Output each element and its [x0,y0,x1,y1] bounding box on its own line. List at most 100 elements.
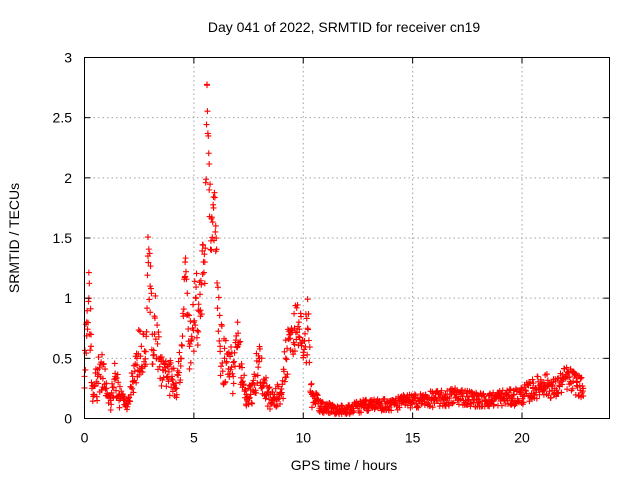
data-point-31 [95,380,102,387]
data-point-376 [246,395,252,402]
data-point-299 [212,228,219,235]
data-point-985 [512,400,519,407]
data-point-342 [231,358,238,365]
data-point-anchor-21 [155,355,162,362]
data-point-anchor-60 [304,325,311,332]
data-point-353 [235,339,242,346]
data-point-anchor-18 [147,283,154,290]
data-point-311 [217,372,224,379]
data-point-223 [179,342,186,349]
data-point-6 [84,307,91,314]
data-point-239 [186,312,193,319]
data-point-anchor-6 [99,361,105,368]
data-point-anchor-64 [322,403,329,410]
data-point-428 [268,401,275,408]
data-point-1122 [572,371,579,378]
data-point-480 [291,341,298,348]
data-point-686 [381,395,388,402]
data-point-anchor-29 [190,319,197,326]
data-point-238 [185,338,192,345]
data-point-492 [296,334,303,341]
data-point-1090 [558,389,565,396]
data-point-305 [214,284,221,291]
data-point-463 [284,345,291,352]
data-point-292 [209,234,216,241]
data-point-anchor-79 [486,396,493,403]
data-point-279 [203,121,210,128]
data-point-366 [241,388,248,395]
data-point-107 [128,384,135,391]
data-point-485 [293,304,300,311]
data-point-278 [203,176,210,183]
data-point-520 [309,404,315,411]
data-point-anchor-42 [225,349,232,356]
data-point-7 [84,326,91,333]
data-point-816 [438,387,445,394]
data-point-447 [277,400,284,407]
data-point-281 [204,108,211,115]
data-point-72 [113,387,119,394]
data-point-80 [116,404,123,411]
data-point-790 [427,403,434,410]
data-point-1043 [537,376,544,383]
data-point-148 [146,296,153,303]
data-point-796 [429,404,436,411]
data-point-284 [205,150,212,157]
data-point-341 [230,380,237,387]
data-point-255 [193,284,200,291]
data-point-252 [191,278,198,285]
data-point-1057 [543,371,550,378]
data-point-360 [239,364,245,371]
data-point-1078 [553,393,560,400]
data-point-308 [216,337,223,344]
data-point-275 [201,280,208,287]
data-point-481 [291,348,298,355]
data-point-1026 [530,380,537,387]
data-point-515 [306,344,313,351]
data-point-anchor-17 [144,253,151,260]
x-tick-labels: 0 5 10 15 20 [81,430,530,446]
data-point-77 [115,379,122,386]
data-point-312 [218,363,224,370]
data-point-258 [194,327,201,334]
data-point-anchor-83 [529,385,536,392]
data-point-anchor-8 [107,397,114,404]
data-point-132 [139,363,146,370]
data-point-anchor-72 [409,397,416,404]
data-point-anchor-32 [197,313,204,320]
data-point-230 [182,273,189,280]
data-point-479 [291,310,298,317]
data-point-anchor-70 [387,401,394,408]
data-point-14 [87,305,94,312]
data-point-192 [165,378,172,385]
data-point-259 [194,342,201,349]
data-point-anchor-7 [103,385,110,392]
axis-ticks [84,57,610,419]
data-point-147 [145,246,152,253]
data-point-anchor-15 [138,343,145,350]
data-point-953 [498,390,505,397]
data-point-285 [206,160,213,167]
data-point-13 [87,347,94,354]
data-point-anchor-36 [206,186,213,193]
data-point-288 [207,246,214,253]
data-point-32 [95,354,102,361]
data-point-anchor-57 [291,325,298,332]
data-point-145 [144,234,151,241]
data-point-anchor-37 [208,247,215,254]
data-point-162 [152,292,159,299]
data-point-118 [133,379,140,386]
data-point-anchor-65 [333,405,340,412]
data-point-anchor-43 [230,373,237,380]
data-point-anchor-77 [464,393,471,400]
ytick-label-3: 1.5 [53,230,73,246]
data-point-1004 [520,399,527,406]
ytick-label-5: 2.5 [53,110,73,126]
data-point-151 [147,263,154,270]
data-point-227 [180,306,187,313]
data-point-anchor-47 [247,391,254,398]
data-point-397 [255,364,262,371]
ytick-label-6: 3 [64,50,72,66]
data-point-anchor-87 [573,379,580,386]
data-point-986 [512,385,519,392]
